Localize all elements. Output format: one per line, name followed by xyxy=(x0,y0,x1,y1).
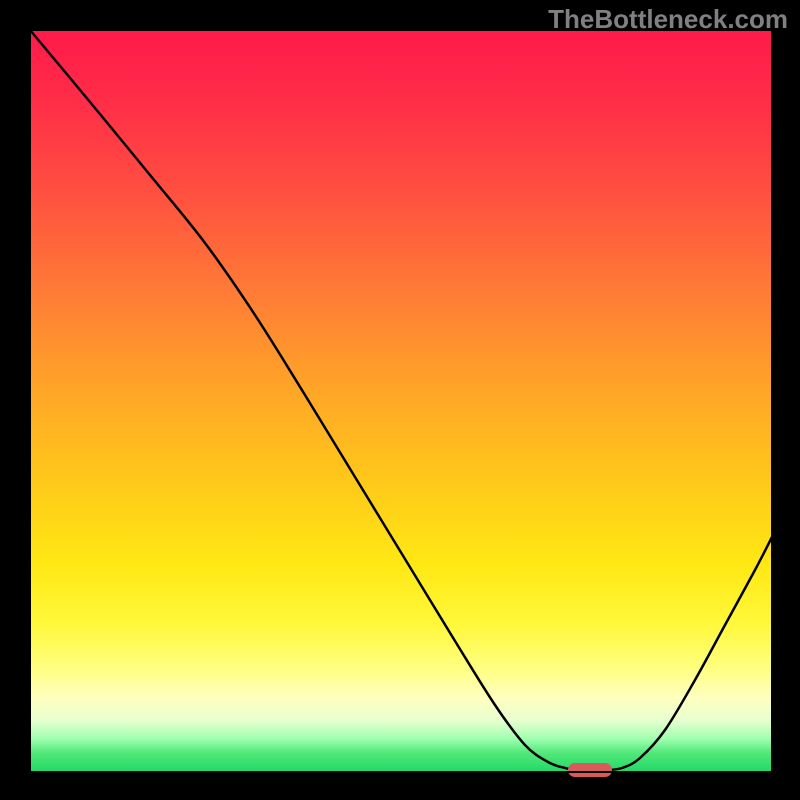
plot-background xyxy=(30,30,772,772)
optimal-marker xyxy=(568,763,612,777)
bottleneck-chart xyxy=(0,0,800,800)
chart-container: TheBottleneck.com xyxy=(0,0,800,800)
watermark-text: TheBottleneck.com xyxy=(548,4,788,35)
